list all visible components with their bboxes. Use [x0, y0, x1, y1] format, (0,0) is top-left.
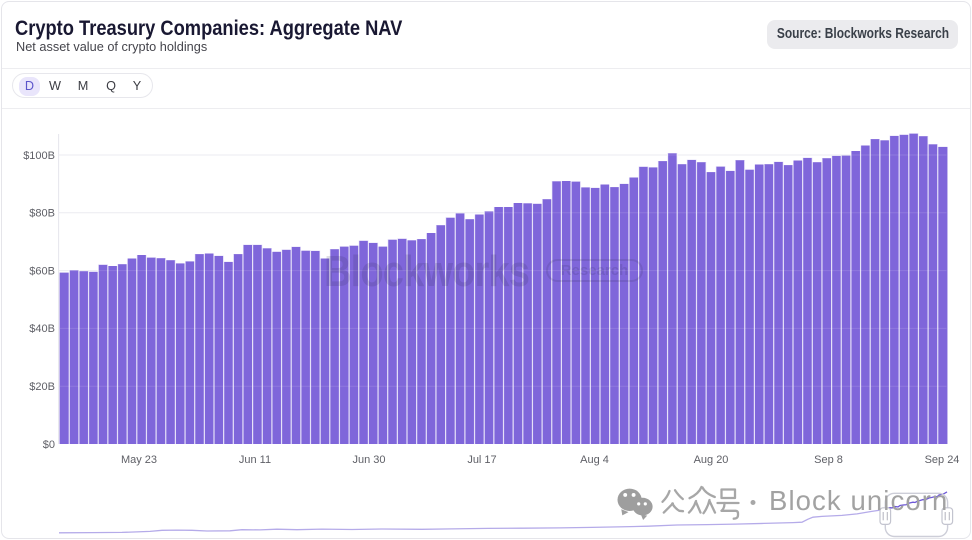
- svg-text:$0: $0: [43, 439, 55, 451]
- svg-text:$100B: $100B: [23, 150, 55, 162]
- svg-text:$80B: $80B: [29, 208, 55, 220]
- svg-text:Aug 20: Aug 20: [694, 454, 729, 466]
- svg-text:Jul 17: Jul 17: [467, 454, 496, 466]
- svg-text:Jun 30: Jun 30: [352, 454, 385, 466]
- svg-text:Aug 4: Aug 4: [580, 454, 609, 466]
- svg-text:$20B: $20B: [29, 381, 55, 393]
- svg-text:$40B: $40B: [29, 323, 55, 335]
- svg-text:Sep 24: Sep 24: [925, 454, 960, 466]
- svg-text:May 23: May 23: [121, 454, 157, 466]
- svg-text:Sep 8: Sep 8: [814, 454, 843, 466]
- svg-text:$60B: $60B: [29, 265, 55, 277]
- svg-text:Jun 11: Jun 11: [239, 454, 271, 466]
